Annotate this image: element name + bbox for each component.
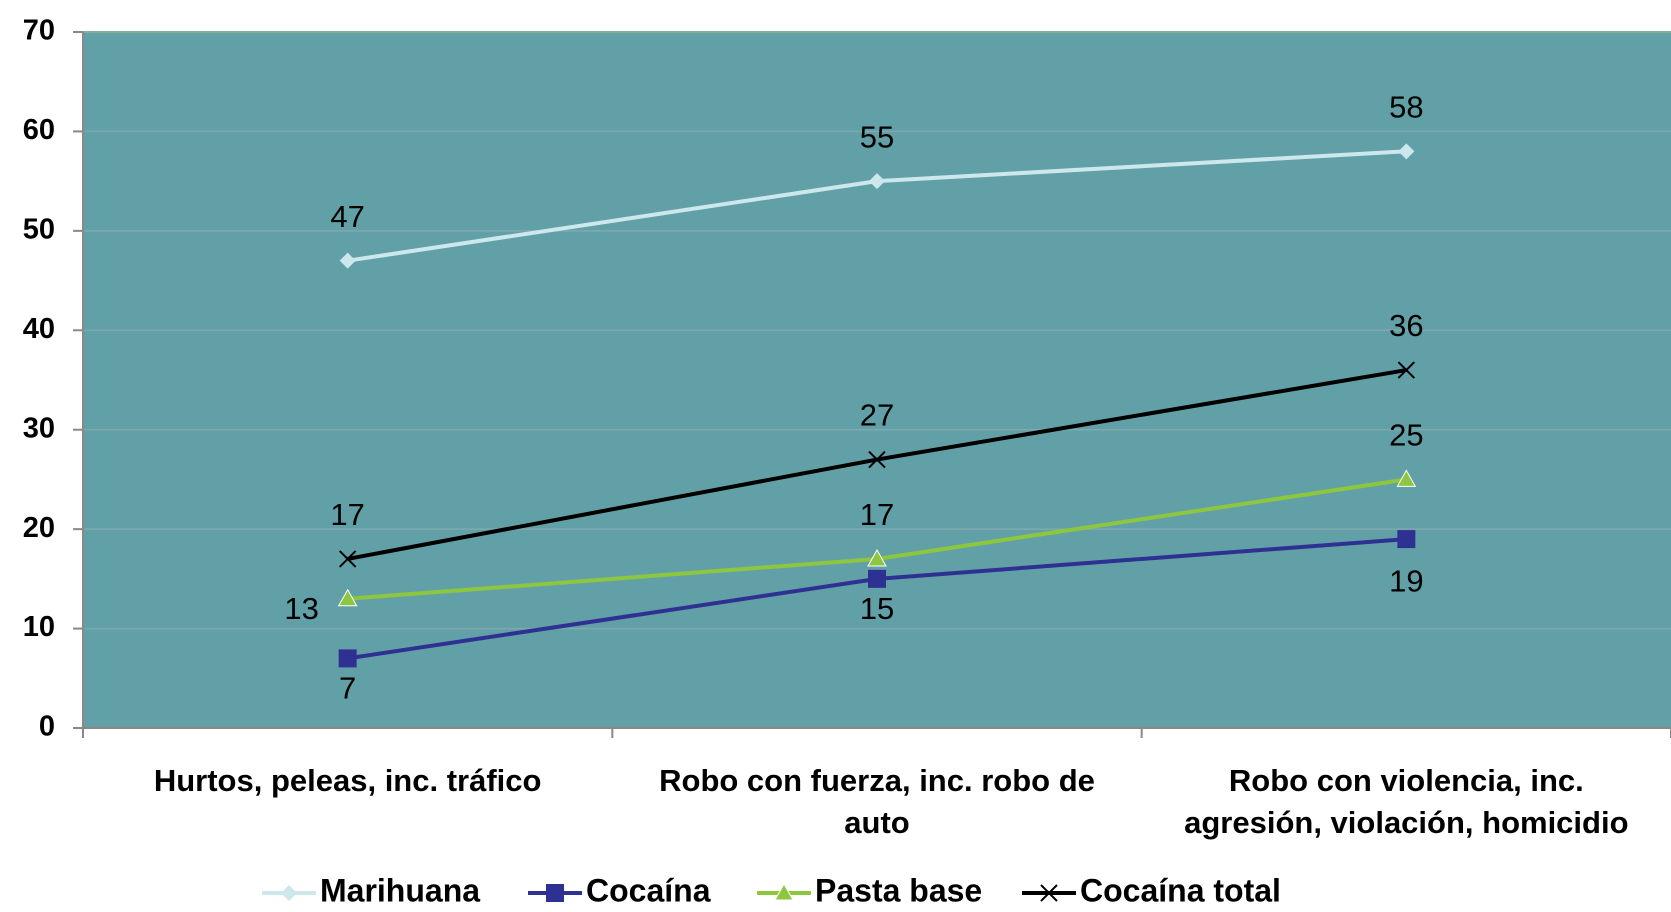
y-tick-label: 50 bbox=[23, 214, 55, 246]
marker bbox=[869, 173, 885, 190]
marker bbox=[1398, 143, 1415, 160]
data-label: 15 bbox=[860, 591, 894, 626]
legend-label: Cocaína bbox=[586, 872, 711, 908]
y-tick-label: 30 bbox=[23, 412, 55, 444]
data-label: 27 bbox=[860, 398, 894, 433]
marker bbox=[868, 450, 886, 469]
data-label: 17 bbox=[860, 497, 894, 532]
marker bbox=[1396, 469, 1417, 487]
marker bbox=[1397, 361, 1416, 379]
legend-label: Pasta base bbox=[815, 872, 982, 908]
data-label: 19 bbox=[1389, 563, 1423, 598]
y-tick-label: 70 bbox=[23, 15, 55, 47]
data-label: 25 bbox=[1389, 418, 1423, 453]
marker bbox=[868, 569, 886, 588]
x-tick-label: Robo con violencia, inc. agresión, viola… bbox=[1184, 763, 1629, 840]
x-tick-label: Robo con fuerza, inc. robo de auto bbox=[659, 763, 1095, 840]
data-label: 36 bbox=[1389, 308, 1423, 343]
y-tick-label: 10 bbox=[23, 611, 55, 643]
marker bbox=[1397, 530, 1416, 549]
data-label: 13 bbox=[284, 591, 318, 626]
y-tick-label: 0 bbox=[39, 711, 55, 743]
legend-label: Marihuana bbox=[320, 872, 480, 908]
marker bbox=[281, 885, 297, 901]
marker bbox=[339, 252, 356, 269]
marker bbox=[774, 882, 794, 901]
marker bbox=[337, 588, 358, 607]
marker bbox=[1040, 884, 1058, 902]
marker bbox=[867, 548, 887, 567]
y-tick-label: 60 bbox=[23, 114, 55, 146]
x-tick-label: Hurtos, peleas, inc. tráfico bbox=[153, 763, 542, 798]
y-tick-label: 20 bbox=[23, 512, 55, 544]
data-label: 17 bbox=[330, 497, 364, 532]
data-label: 55 bbox=[860, 119, 894, 154]
marker bbox=[546, 884, 564, 902]
data-label: 7 bbox=[339, 671, 356, 706]
marker bbox=[338, 649, 357, 668]
legend-label: Cocaína total bbox=[1080, 872, 1281, 908]
data-label: 47 bbox=[330, 199, 364, 234]
data-label: 58 bbox=[1389, 90, 1423, 125]
y-tick-label: 40 bbox=[23, 313, 55, 345]
marker bbox=[338, 550, 357, 568]
